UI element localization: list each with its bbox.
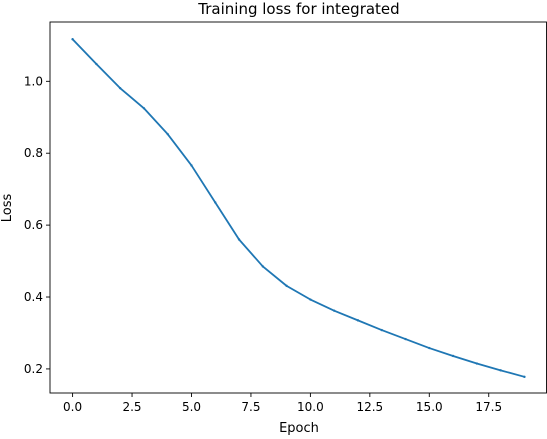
x-tick-label: 0.0 [63,400,82,414]
x-tick-label: 7.5 [241,400,260,414]
x-tick-label: 5.0 [182,400,201,414]
y-axis-label: Loss [0,194,15,223]
data-point [404,337,407,341]
data-point [71,38,74,41]
plot-area [71,37,526,379]
x-axis-label: Epoch [279,421,319,435]
y-tick-label: 0.8 [24,146,43,160]
chart-title: Training loss for integrated [197,0,399,18]
series-line-0 [71,37,526,378]
data-point [332,309,336,312]
data-point [523,375,526,379]
data-point [142,107,146,110]
data-point [475,362,479,365]
y-tick-label: 0.6 [24,218,43,232]
y-tick-label: 1.0 [24,74,43,88]
data-point [428,346,431,350]
data-point [499,369,502,372]
data-point [166,132,169,136]
x-tick-label: 15.0 [416,400,443,414]
x-tick-label: 10.0 [297,400,324,414]
y-tick-label: 0.2 [24,362,43,376]
data-point [190,164,193,167]
data-point [356,319,360,322]
data-point [285,284,288,288]
x-tick-label: 12.5 [356,400,383,414]
data-point [451,354,455,358]
data-point [380,328,383,332]
x-tick-label: 17.5 [475,400,502,414]
y-tick-label: 0.4 [24,290,43,304]
data-point [95,62,98,66]
data-point [309,298,312,301]
data-point [118,86,122,90]
data-point [214,201,217,204]
x-tick-label: 2.5 [122,400,141,414]
data-point [237,238,241,241]
data-point [261,265,265,268]
